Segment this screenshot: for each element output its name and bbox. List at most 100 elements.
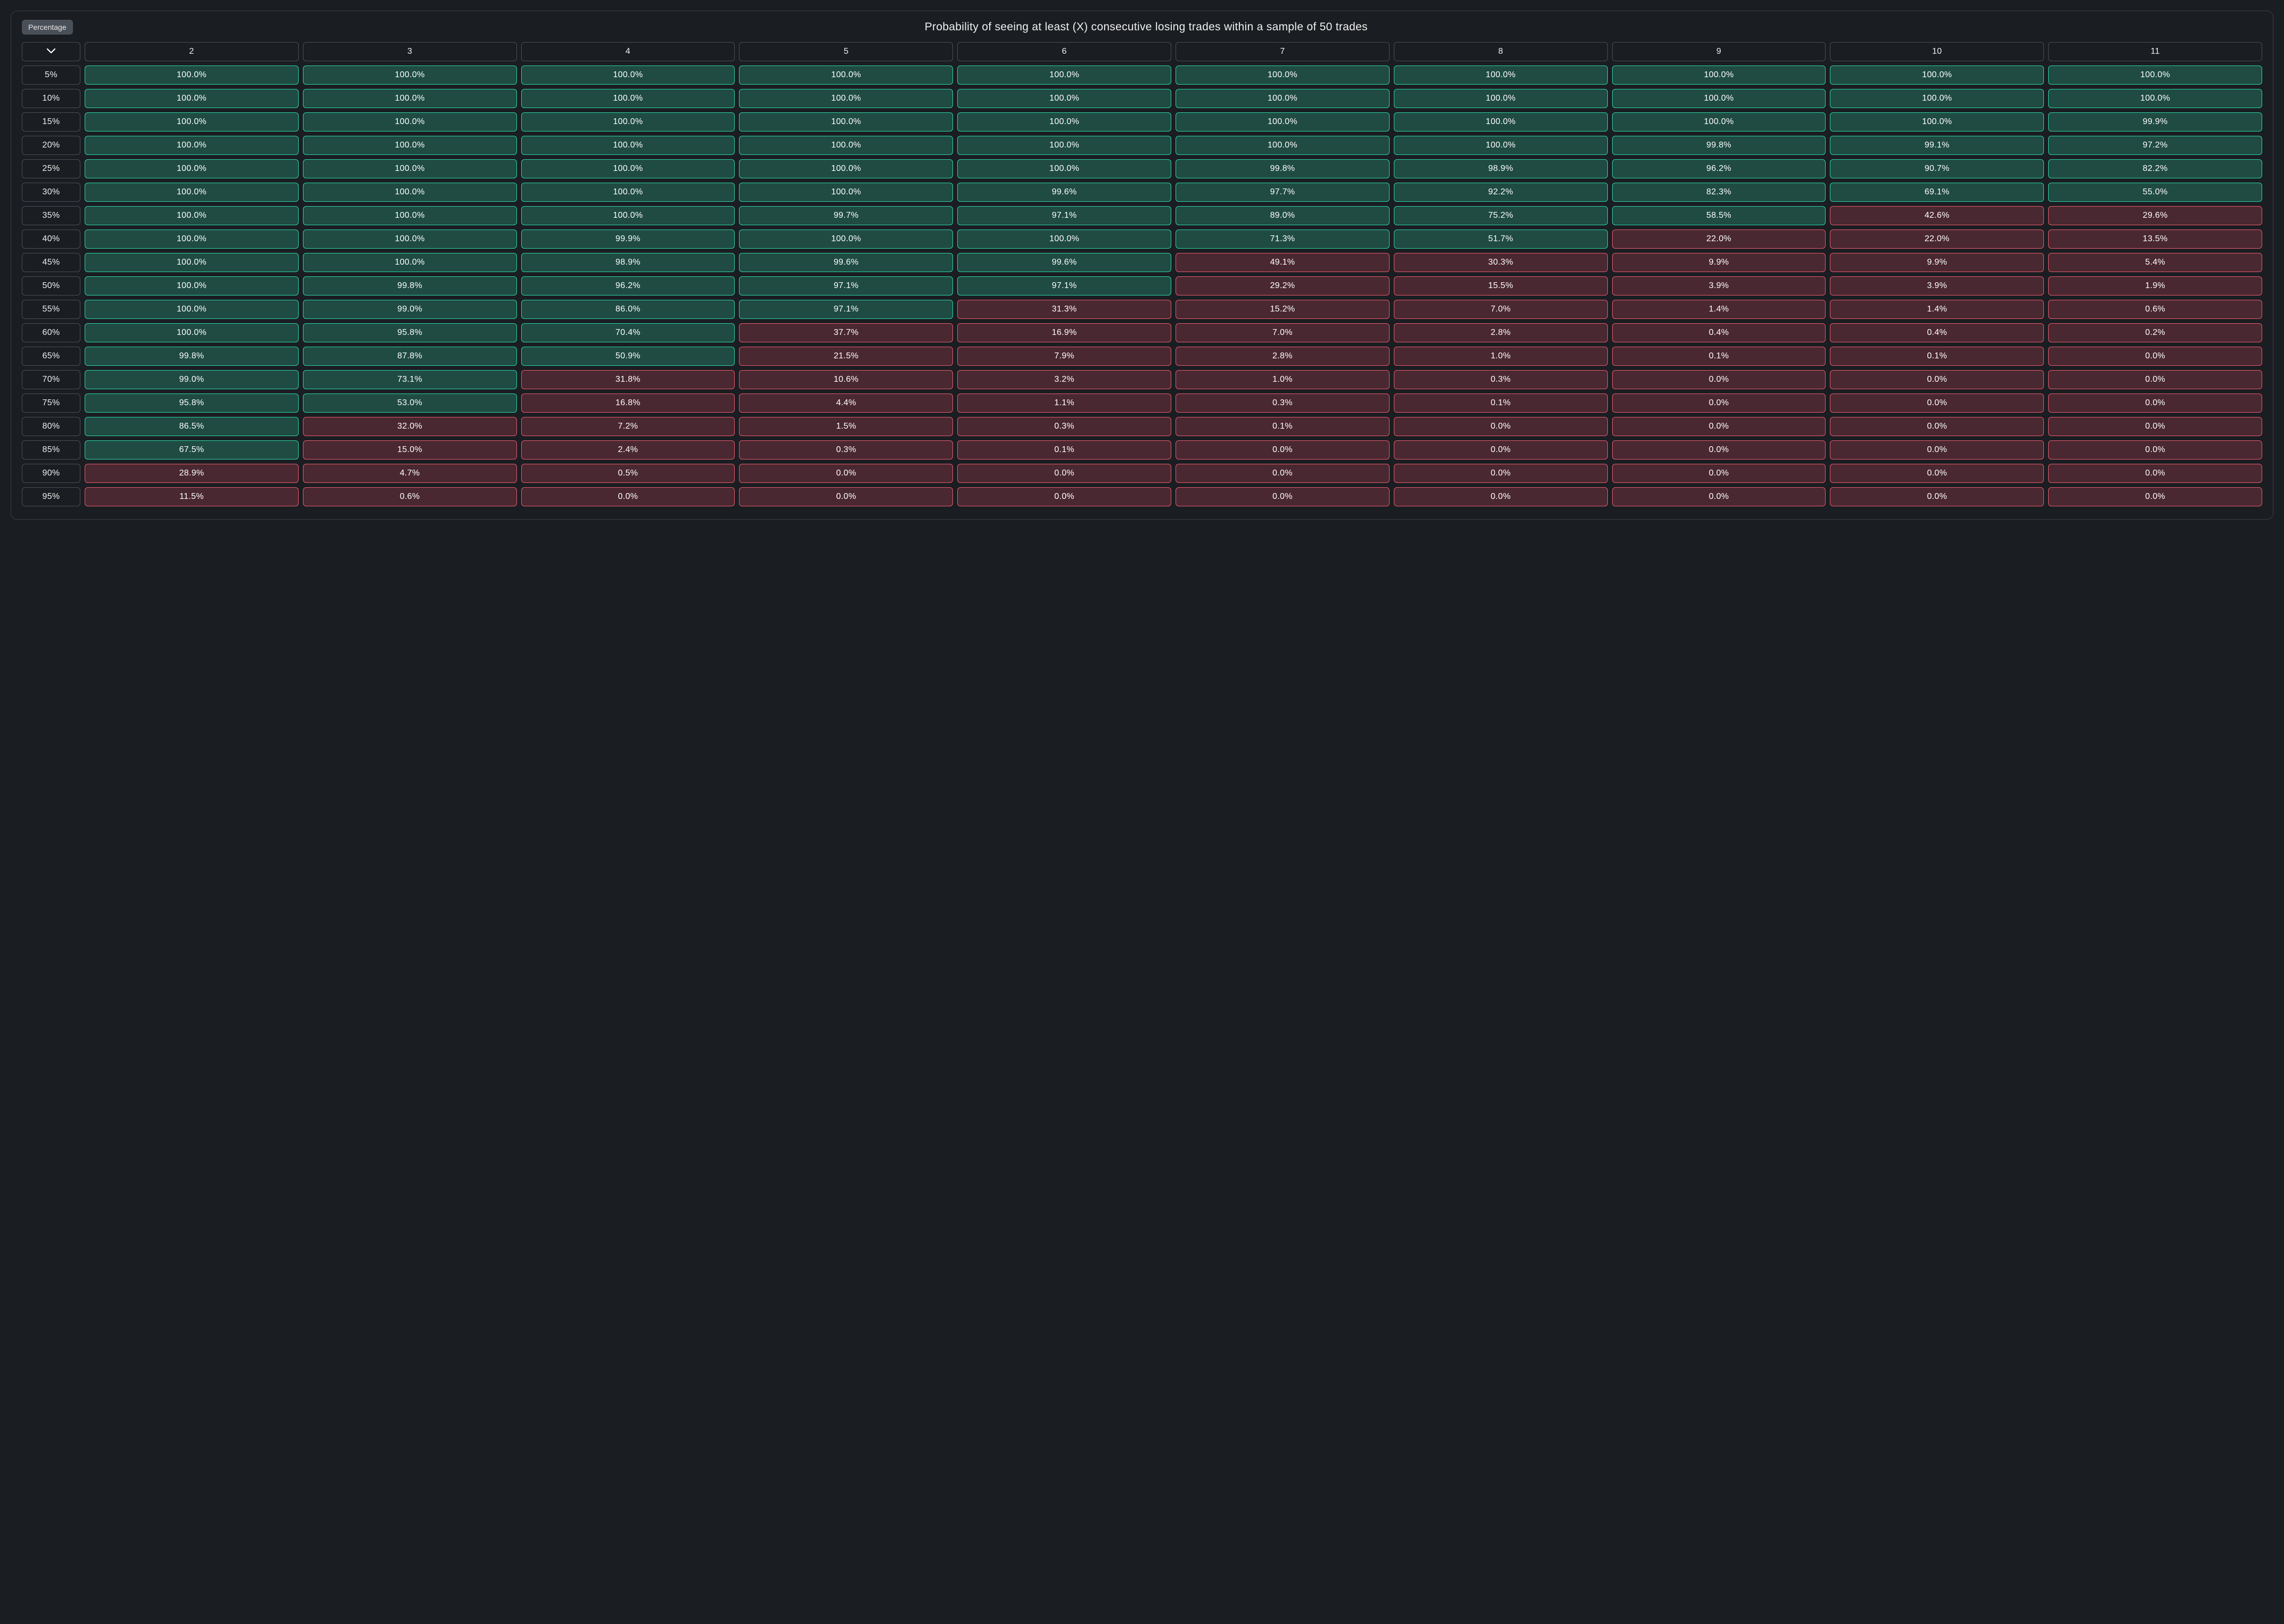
data-cell: 16.9% <box>957 323 1171 342</box>
data-cell: 100.0% <box>303 136 517 155</box>
data-cell: 100.0% <box>85 206 299 225</box>
data-cell: 99.8% <box>85 347 299 366</box>
data-cell: 1.0% <box>1394 347 1608 366</box>
data-cell: 15.0% <box>303 440 517 460</box>
data-cell: 0.0% <box>2048 347 2262 366</box>
data-cell: 100.0% <box>739 183 953 202</box>
data-cell: 100.0% <box>739 136 953 155</box>
row-header: 10% <box>22 89 80 108</box>
data-cell: 97.2% <box>2048 136 2262 155</box>
data-cell: 100.0% <box>85 323 299 342</box>
data-cell: 7.2% <box>521 417 735 436</box>
column-header: 4 <box>521 42 735 61</box>
data-cell: 0.0% <box>2048 440 2262 460</box>
data-cell: 31.3% <box>957 300 1171 319</box>
data-cell: 0.3% <box>1176 393 1390 413</box>
data-cell: 0.0% <box>1830 440 2044 460</box>
data-cell: 100.0% <box>521 112 735 132</box>
data-cell: 0.0% <box>2048 417 2262 436</box>
data-cell: 96.2% <box>1612 159 1826 178</box>
data-cell: 100.0% <box>739 65 953 85</box>
data-cell: 100.0% <box>957 65 1171 85</box>
data-cell: 100.0% <box>739 89 953 108</box>
data-cell: 2.8% <box>1176 347 1390 366</box>
data-cell: 1.5% <box>739 417 953 436</box>
data-cell: 53.0% <box>303 393 517 413</box>
data-cell: 99.6% <box>957 253 1171 272</box>
data-cell: 0.0% <box>521 487 735 506</box>
data-cell: 100.0% <box>1176 89 1390 108</box>
data-cell: 11.5% <box>85 487 299 506</box>
data-cell: 100.0% <box>85 112 299 132</box>
data-cell: 10.6% <box>739 370 953 389</box>
row-header: 55% <box>22 300 80 319</box>
data-cell: 37.7% <box>739 323 953 342</box>
data-cell: 1.4% <box>1612 300 1826 319</box>
data-cell: 31.8% <box>521 370 735 389</box>
column-header: 2 <box>85 42 299 61</box>
data-cell: 7.9% <box>957 347 1171 366</box>
data-cell: 100.0% <box>303 89 517 108</box>
data-cell: 0.0% <box>1830 393 2044 413</box>
data-cell: 100.0% <box>1176 65 1390 85</box>
data-cell: 100.0% <box>1612 65 1826 85</box>
data-cell: 0.3% <box>739 440 953 460</box>
row-header: 50% <box>22 276 80 296</box>
data-cell: 100.0% <box>2048 89 2262 108</box>
data-cell: 0.0% <box>1612 393 1826 413</box>
data-cell: 100.0% <box>1394 65 1608 85</box>
data-cell: 99.8% <box>1176 159 1390 178</box>
data-cell: 69.1% <box>1830 183 2044 202</box>
data-cell: 7.0% <box>1176 323 1390 342</box>
data-cell: 2.8% <box>1394 323 1608 342</box>
data-cell: 100.0% <box>85 159 299 178</box>
data-cell: 0.0% <box>1176 464 1390 483</box>
probability-grid: 2345678910115%100.0%100.0%100.0%100.0%10… <box>22 42 2262 506</box>
data-cell: 1.4% <box>1830 300 2044 319</box>
data-cell: 99.0% <box>303 300 517 319</box>
data-cell: 0.0% <box>1612 440 1826 460</box>
data-cell: 71.3% <box>1176 229 1390 249</box>
data-cell: 15.5% <box>1394 276 1608 296</box>
row-header: 5% <box>22 65 80 85</box>
column-header: 5 <box>739 42 953 61</box>
data-cell: 0.0% <box>739 487 953 506</box>
data-cell: 0.0% <box>1612 487 1826 506</box>
data-cell: 1.0% <box>1176 370 1390 389</box>
data-cell: 9.9% <box>1612 253 1826 272</box>
data-cell: 0.0% <box>1830 464 2044 483</box>
data-cell: 100.0% <box>1830 89 2044 108</box>
percentage-badge[interactable]: Percentage <box>22 20 73 35</box>
probability-panel: Percentage Probability of seeing at leas… <box>11 11 2273 520</box>
data-cell: 86.5% <box>85 417 299 436</box>
row-header: 75% <box>22 393 80 413</box>
data-cell: 0.6% <box>2048 300 2262 319</box>
data-cell: 7.0% <box>1394 300 1608 319</box>
data-cell: 97.1% <box>739 276 953 296</box>
data-cell: 100.0% <box>85 229 299 249</box>
data-cell: 99.6% <box>739 253 953 272</box>
data-cell: 99.0% <box>85 370 299 389</box>
data-cell: 22.0% <box>1612 229 1826 249</box>
data-cell: 97.7% <box>1176 183 1390 202</box>
data-cell: 0.5% <box>521 464 735 483</box>
data-cell: 100.0% <box>85 183 299 202</box>
data-cell: 90.7% <box>1830 159 2044 178</box>
data-cell: 100.0% <box>303 253 517 272</box>
data-cell: 100.0% <box>1394 112 1608 132</box>
data-cell: 0.0% <box>1176 440 1390 460</box>
data-cell: 96.2% <box>521 276 735 296</box>
data-cell: 100.0% <box>85 65 299 85</box>
row-header: 35% <box>22 206 80 225</box>
sort-toggle[interactable] <box>22 42 80 61</box>
data-cell: 100.0% <box>739 159 953 178</box>
data-cell: 0.1% <box>1830 347 2044 366</box>
data-cell: 0.0% <box>1394 487 1608 506</box>
data-cell: 100.0% <box>1176 112 1390 132</box>
column-header: 6 <box>957 42 1171 61</box>
data-cell: 100.0% <box>521 183 735 202</box>
data-cell: 16.8% <box>521 393 735 413</box>
data-cell: 3.2% <box>957 370 1171 389</box>
data-cell: 100.0% <box>303 159 517 178</box>
data-cell: 0.0% <box>1612 370 1826 389</box>
